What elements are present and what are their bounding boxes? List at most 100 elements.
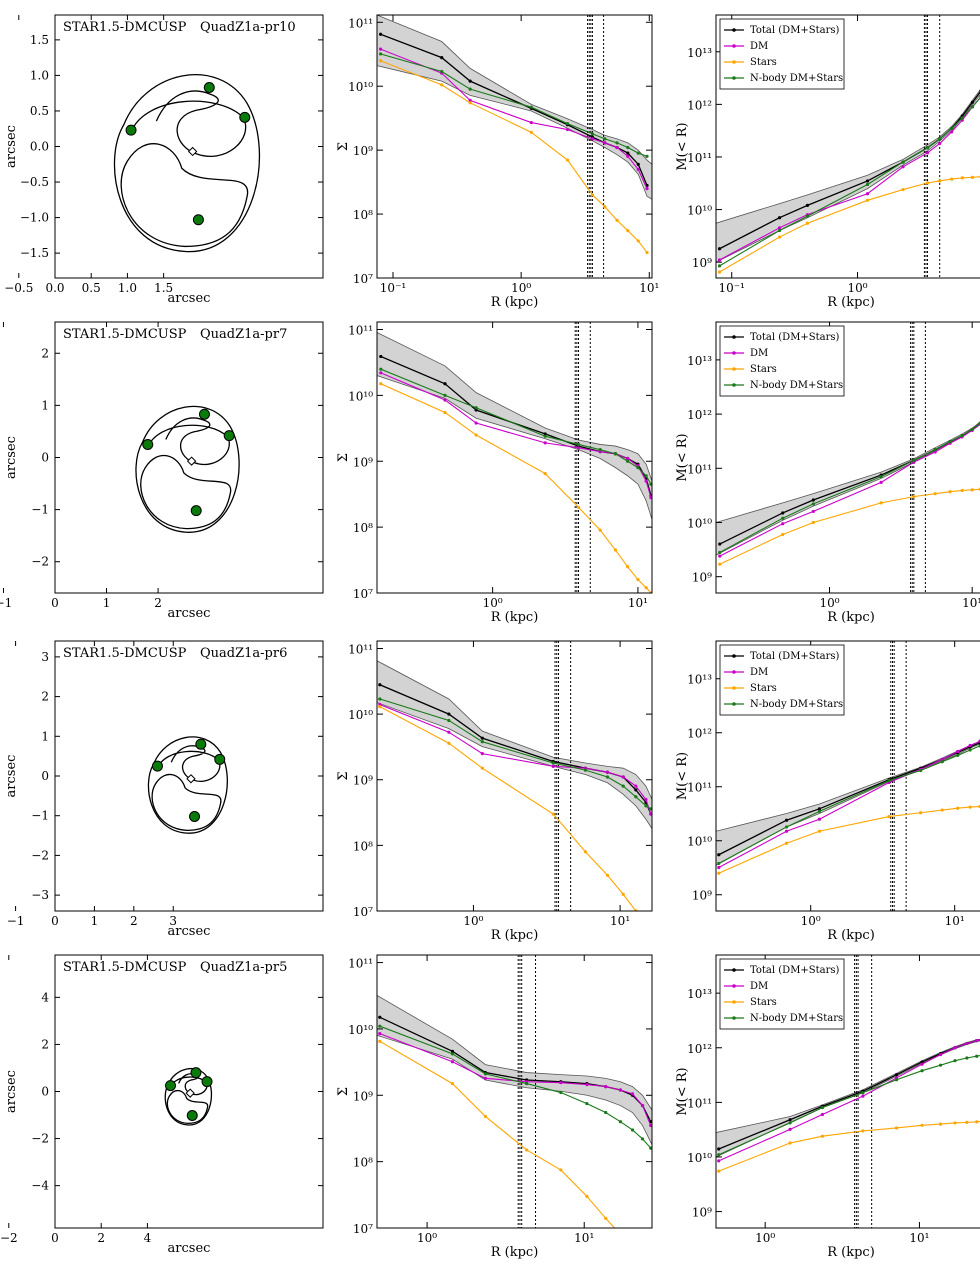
series-point (450, 1081, 455, 1086)
panel-subtitle: QuadZ1a-pr6 (200, 646, 287, 661)
lensed-image-point (190, 505, 202, 517)
series-point (605, 770, 610, 774)
series-point (543, 441, 547, 445)
series-line (718, 1039, 980, 1162)
series-point (879, 480, 883, 484)
series-point (718, 550, 722, 555)
y-tick-label: 10⁹ (692, 571, 712, 585)
series-point (920, 1060, 924, 1064)
legend-entry: DM (750, 667, 768, 678)
series-point (649, 482, 652, 486)
profile-panel-8: 10⁹ 10¹⁰ 10¹¹ 10¹² 10¹³ 10⁰ 10¹ R (kpc) M(< R) To… (675, 640, 980, 943)
series-point (447, 712, 451, 716)
series-point (925, 181, 930, 185)
lens-panel-0: −1.5 −1.0 −0.5 0.0 0.5 1.0 1.5 1.5 1.0 0.5 0.0 −0.5… (4, 14, 324, 306)
series-point (644, 797, 648, 802)
legend-marker (732, 686, 736, 690)
y-axis-label: arcsec (4, 125, 19, 168)
series-point (621, 775, 625, 779)
source-marker (186, 456, 197, 466)
series-point (805, 214, 810, 218)
series-point (543, 434, 547, 438)
x-tick-label: 10¹ (610, 914, 630, 928)
series-point (603, 141, 607, 145)
series-point (634, 788, 638, 792)
uncertainty-band (377, 332, 652, 520)
plot-area (377, 955, 652, 1228)
plot-area (716, 955, 980, 1228)
series-point (956, 753, 960, 758)
series-point (543, 432, 547, 436)
series-point (970, 100, 975, 104)
series-point (820, 1106, 825, 1110)
series-point (604, 1085, 608, 1089)
series-point (820, 1134, 825, 1138)
plot-area (716, 641, 980, 911)
series-point (817, 807, 822, 811)
series-point (630, 1128, 635, 1132)
series-point (970, 488, 974, 492)
series-point (559, 1081, 563, 1085)
series-point (788, 1141, 792, 1145)
legend-marker (732, 1016, 736, 1020)
panel-title: STAR1.5-DMCUSP (63, 20, 187, 35)
series-point (636, 162, 640, 166)
series-point (583, 768, 588, 772)
series-point (378, 1039, 382, 1043)
series-point (640, 1103, 645, 1108)
series-point (559, 1090, 563, 1095)
series-point (378, 1024, 382, 1028)
series-point (919, 811, 923, 815)
series-point (644, 924, 647, 927)
series-point (559, 1168, 563, 1172)
series-point (933, 450, 937, 454)
y-tick-label: 10¹² (687, 1042, 712, 1056)
y-tick-label: 10⁷ (353, 587, 373, 601)
x-axis-label: arcsec (168, 606, 211, 621)
series-point (480, 740, 484, 744)
series-point (717, 865, 721, 870)
y-tick-label: 10¹³ (687, 987, 712, 1001)
series-point (565, 158, 570, 162)
series-line (379, 698, 652, 810)
x-tick-label: −1 (0, 596, 12, 610)
series-point (894, 1126, 899, 1130)
legend-entry: Stars (750, 683, 777, 694)
y-tick-label: 10¹¹ (687, 1096, 712, 1110)
x-tick-label: 0 (51, 1231, 59, 1245)
y-axis-label: Σ (336, 142, 351, 151)
y-tick-label: 10⁹ (353, 1089, 373, 1103)
series-point (636, 577, 640, 582)
y-tick-label: 10¹⁰ (348, 80, 373, 94)
plot-area (716, 322, 980, 593)
series-point (590, 193, 595, 197)
y-axis-label: arcsec (4, 436, 19, 479)
series-point (618, 1088, 623, 1092)
series-point (525, 1081, 529, 1086)
series-point (474, 408, 478, 412)
series-point (634, 784, 638, 788)
y-tick-label: −0.5 (20, 175, 49, 189)
lensed-image-point (239, 111, 251, 123)
legend-entry: N-body DM+Stars (750, 73, 843, 84)
y-tick-label: 3 (41, 650, 49, 664)
series-point (447, 730, 451, 734)
series-line (380, 372, 652, 498)
x-tick-label: 10¹ (962, 596, 980, 610)
series-point (447, 741, 451, 745)
x-axis-label: arcsec (168, 291, 211, 306)
legend-entry: Stars (750, 57, 777, 68)
series-point (956, 806, 960, 810)
series-point (379, 354, 383, 359)
series-point (938, 141, 942, 146)
x-axis-label: R (kpc) (491, 295, 539, 310)
series-point (919, 768, 923, 773)
x-tick-label: 2 (130, 914, 138, 928)
series-point (440, 83, 444, 87)
x-axis-label: R (kpc) (827, 295, 875, 310)
series-line (718, 740, 980, 868)
x-tick-label: 10¹ (945, 914, 965, 928)
plot-frame (376, 954, 653, 1229)
series-point (788, 1121, 792, 1125)
series-point (784, 841, 789, 845)
